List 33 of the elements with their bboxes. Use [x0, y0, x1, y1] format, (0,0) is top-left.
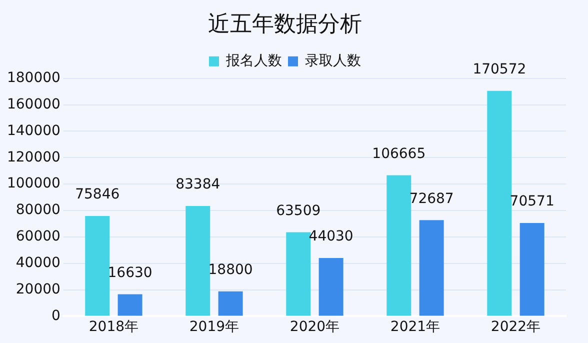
y-tick-label: 80000 [16, 202, 60, 218]
data-label: 83384 [176, 176, 220, 193]
x-tick-label: 2022年 [490, 319, 541, 336]
bar [218, 291, 243, 316]
bar [286, 232, 311, 316]
bar [520, 222, 544, 316]
y-tick-label: 120000 [6, 149, 60, 166]
x-tick-label: 2021年 [390, 319, 440, 336]
data-label: 75846 [75, 186, 120, 203]
bar [419, 220, 444, 316]
x-tick-label: 2019年 [189, 319, 240, 336]
data-label: 63509 [276, 202, 321, 219]
y-tick-label: 40000 [16, 254, 60, 271]
bar [318, 258, 344, 316]
x-tick-label: 2018年 [88, 319, 139, 336]
bar [487, 90, 512, 316]
x-tick-label: 2020年 [290, 319, 340, 336]
data-label: 170572 [472, 61, 526, 78]
bar [386, 175, 412, 316]
y-tick-label: 160000 [6, 96, 60, 112]
y-tick-label: 100000 [6, 176, 60, 192]
y-tick-label: 20000 [16, 281, 60, 298]
y-tick-label: 140000 [6, 122, 60, 139]
data-label: 106665 [372, 146, 426, 162]
bar [85, 216, 110, 316]
legend-label: 报名人数 [225, 53, 282, 70]
y-tick-label: 60000 [16, 228, 60, 245]
bar [186, 206, 210, 316]
chart-title: 近五年数据分析 [208, 12, 362, 37]
y-tick-label: 180000 [6, 70, 60, 86]
bar [118, 294, 142, 316]
y-tick-label: 0 [52, 308, 60, 324]
legend-label: 录取人数 [305, 53, 361, 70]
